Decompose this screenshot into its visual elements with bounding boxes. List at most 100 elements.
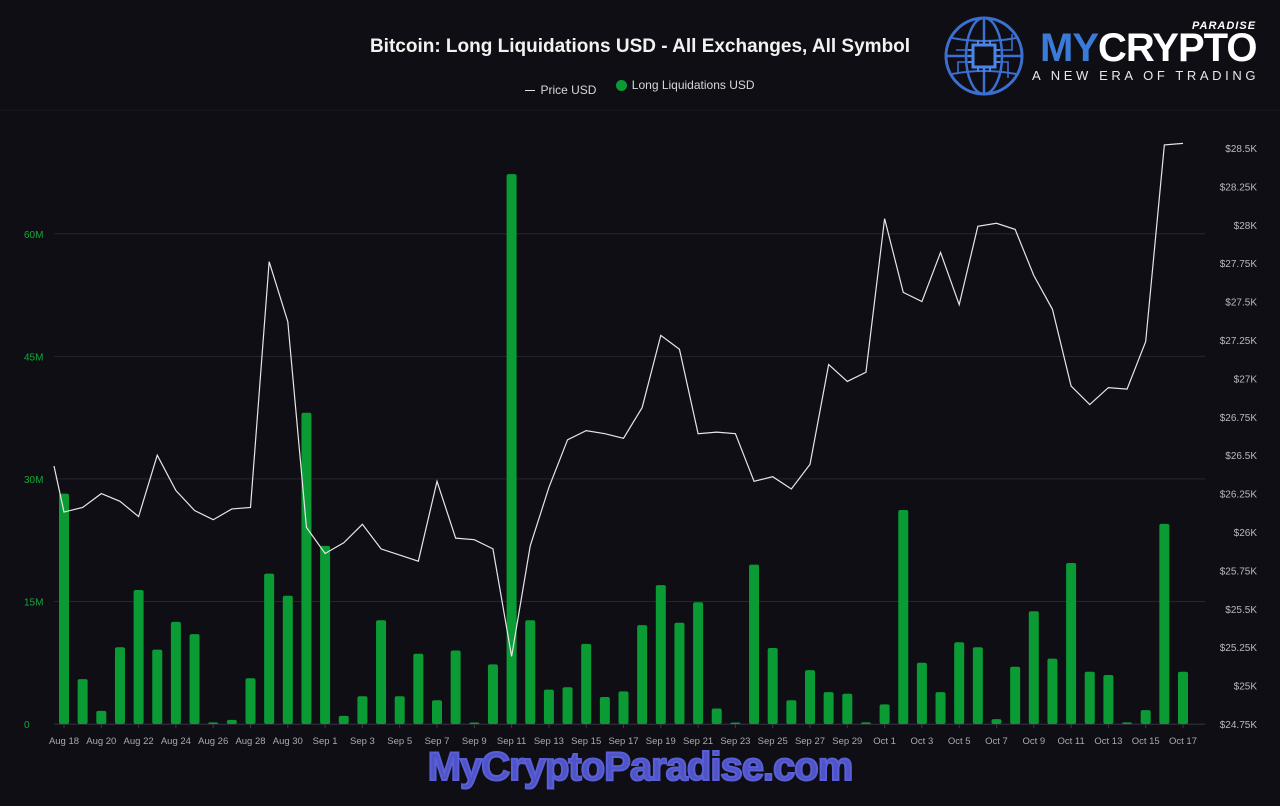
- liquidation-bar[interactable]: [916, 662, 927, 724]
- right-axis-tick: $26.5K: [1225, 451, 1257, 462]
- liquidation-bar[interactable]: [1066, 563, 1077, 724]
- liquidation-bar[interactable]: [320, 545, 331, 724]
- x-axis-tick: Sep 15: [571, 736, 601, 747]
- liquidation-bar[interactable]: [879, 704, 890, 724]
- legend-label-price: Price USD: [540, 83, 597, 97]
- liquidation-bar[interactable]: [1140, 710, 1151, 724]
- x-axis-tick: Aug 24: [161, 736, 191, 747]
- liquidation-bar[interactable]: [1084, 671, 1095, 724]
- x-axis-tick: Sep 5: [387, 736, 412, 747]
- liquidation-bar[interactable]: [618, 691, 629, 724]
- liquidation-bar[interactable]: [860, 722, 871, 724]
- liquidation-bar[interactable]: [935, 692, 946, 724]
- liquidation-bar[interactable]: [1028, 611, 1039, 724]
- x-axis-tick: Aug 26: [198, 736, 228, 747]
- x-axis-tick: Aug 28: [235, 736, 265, 747]
- liquidation-bar[interactable]: [693, 602, 704, 724]
- liquidation-bar[interactable]: [543, 689, 554, 724]
- x-axis-tick: Oct 17: [1169, 736, 1197, 747]
- liquidation-bar[interactable]: [1159, 523, 1170, 724]
- right-axis-tick: $26.25K: [1220, 490, 1258, 501]
- liquidation-bar[interactable]: [1122, 722, 1133, 724]
- right-axis-tick: $27K: [1234, 374, 1258, 385]
- liquidation-bar[interactable]: [114, 647, 125, 724]
- liquidation-bar[interactable]: [1103, 674, 1114, 724]
- liquidation-bar[interactable]: [954, 642, 965, 724]
- liquidation-bar[interactable]: [637, 625, 648, 724]
- liquidation-bar[interactable]: [1178, 671, 1188, 724]
- liquidation-bar[interactable]: [991, 719, 1002, 724]
- left-y-axis: 0 15M 30M 45M 60M: [24, 230, 43, 731]
- x-axis-tick: Sep 29: [832, 736, 862, 747]
- liquidation-bar[interactable]: [450, 650, 461, 724]
- x-axis-tick: Oct 1: [873, 736, 896, 747]
- x-axis-tick: Oct 7: [985, 736, 1008, 747]
- liquidation-bar[interactable]: [749, 564, 760, 724]
- liquidation-bar[interactable]: [562, 687, 573, 724]
- x-axis-tick: Oct 11: [1057, 736, 1084, 747]
- liquidation-bar[interactable]: [805, 670, 815, 724]
- liquidation-bar[interactable]: [170, 621, 181, 724]
- liquidation-bar[interactable]: [767, 648, 778, 724]
- liquidation-bar[interactable]: [823, 692, 834, 724]
- liquidation-bar[interactable]: [655, 585, 666, 724]
- liquidation-bar[interactable]: [599, 697, 610, 724]
- liquidation-bar[interactable]: [469, 722, 480, 725]
- liquidation-bar[interactable]: [674, 622, 685, 724]
- liquidation-bar[interactable]: [711, 708, 722, 724]
- liquidation-bar[interactable]: [152, 649, 163, 724]
- liquidation-bar[interactable]: [730, 722, 741, 725]
- x-axis-tick: Oct 15: [1132, 736, 1160, 747]
- liquidation-bar[interactable]: [376, 620, 387, 724]
- liquidation-bar[interactable]: [338, 715, 349, 724]
- liquidation-bar[interactable]: [842, 693, 853, 724]
- liquidation-bar[interactable]: [506, 174, 517, 724]
- liquidation-bar[interactable]: [525, 620, 536, 724]
- right-axis-tick: $27.25K: [1220, 336, 1258, 347]
- liquidation-bar[interactable]: [301, 412, 312, 724]
- right-axis-tick: $27.5K: [1225, 298, 1257, 309]
- x-axis-tick: Aug 18: [49, 736, 79, 747]
- liquidation-bar[interactable]: [432, 700, 442, 724]
- liquidation-bars: [59, 174, 1188, 724]
- liquidation-bar[interactable]: [133, 590, 144, 724]
- liquidation-bar[interactable]: [96, 710, 107, 724]
- left-axis-tick: 60M: [24, 230, 43, 241]
- chart-legend: Price USD Long Liquidations USD: [0, 78, 1280, 97]
- liquidation-bar[interactable]: [1010, 666, 1021, 724]
- right-axis-tick: $25K: [1234, 682, 1258, 693]
- right-axis-tick: $24.75K: [1220, 720, 1258, 731]
- right-axis-tick: $25.5K: [1225, 605, 1257, 616]
- liquidation-bar[interactable]: [208, 722, 219, 724]
- liquidation-bar[interactable]: [1047, 658, 1058, 724]
- liquidation-bar[interactable]: [581, 643, 592, 724]
- liquidation-bar[interactable]: [487, 664, 498, 724]
- liquidation-bar[interactable]: [189, 634, 200, 724]
- liquidation-bar[interactable]: [394, 696, 405, 724]
- left-axis-tick: 0: [24, 720, 30, 731]
- right-y-axis: $24.75K $25K $25.25K $25.5K $25.75K $26K $26.2…: [1220, 144, 1258, 731]
- liquidation-bar[interactable]: [245, 678, 256, 724]
- x-axis-tick: Sep 23: [720, 736, 750, 747]
- liquidation-bar[interactable]: [357, 696, 368, 724]
- liquidation-bar[interactable]: [786, 700, 797, 724]
- liquidation-bar[interactable]: [972, 647, 983, 724]
- liquidation-bar[interactable]: [264, 573, 275, 724]
- x-axis-tick: Aug 20: [86, 736, 116, 747]
- liquidation-bar[interactable]: [77, 679, 88, 724]
- liquidation-bar[interactable]: [226, 719, 237, 724]
- x-axis: Aug 18 Aug 20 Aug 22 Aug 24 Aug 26 Aug 28 Aug …: [49, 724, 1205, 747]
- liquidation-bar[interactable]: [59, 493, 69, 724]
- liquidation-bar[interactable]: [282, 595, 293, 724]
- legend-item-price[interactable]: Price USD: [525, 83, 596, 97]
- brand-tagline: A NEW ERA OF TRADING: [1032, 68, 1260, 83]
- brand-name: MYCRYPTO: [1040, 26, 1257, 70]
- liquidation-bar[interactable]: [898, 509, 909, 724]
- price-line-path[interactable]: [53, 142, 1184, 657]
- right-axis-tick: $26K: [1234, 528, 1258, 539]
- chart-title: Bitcoin: Long Liquidations USD - All Exc…: [369, 36, 911, 57]
- x-axis-tick: Oct 5: [948, 736, 971, 747]
- legend-item-liquidations[interactable]: Long Liquidations USD: [615, 78, 755, 92]
- right-axis-tick: $28.5K: [1225, 144, 1257, 155]
- liquidation-bar[interactable]: [413, 653, 424, 724]
